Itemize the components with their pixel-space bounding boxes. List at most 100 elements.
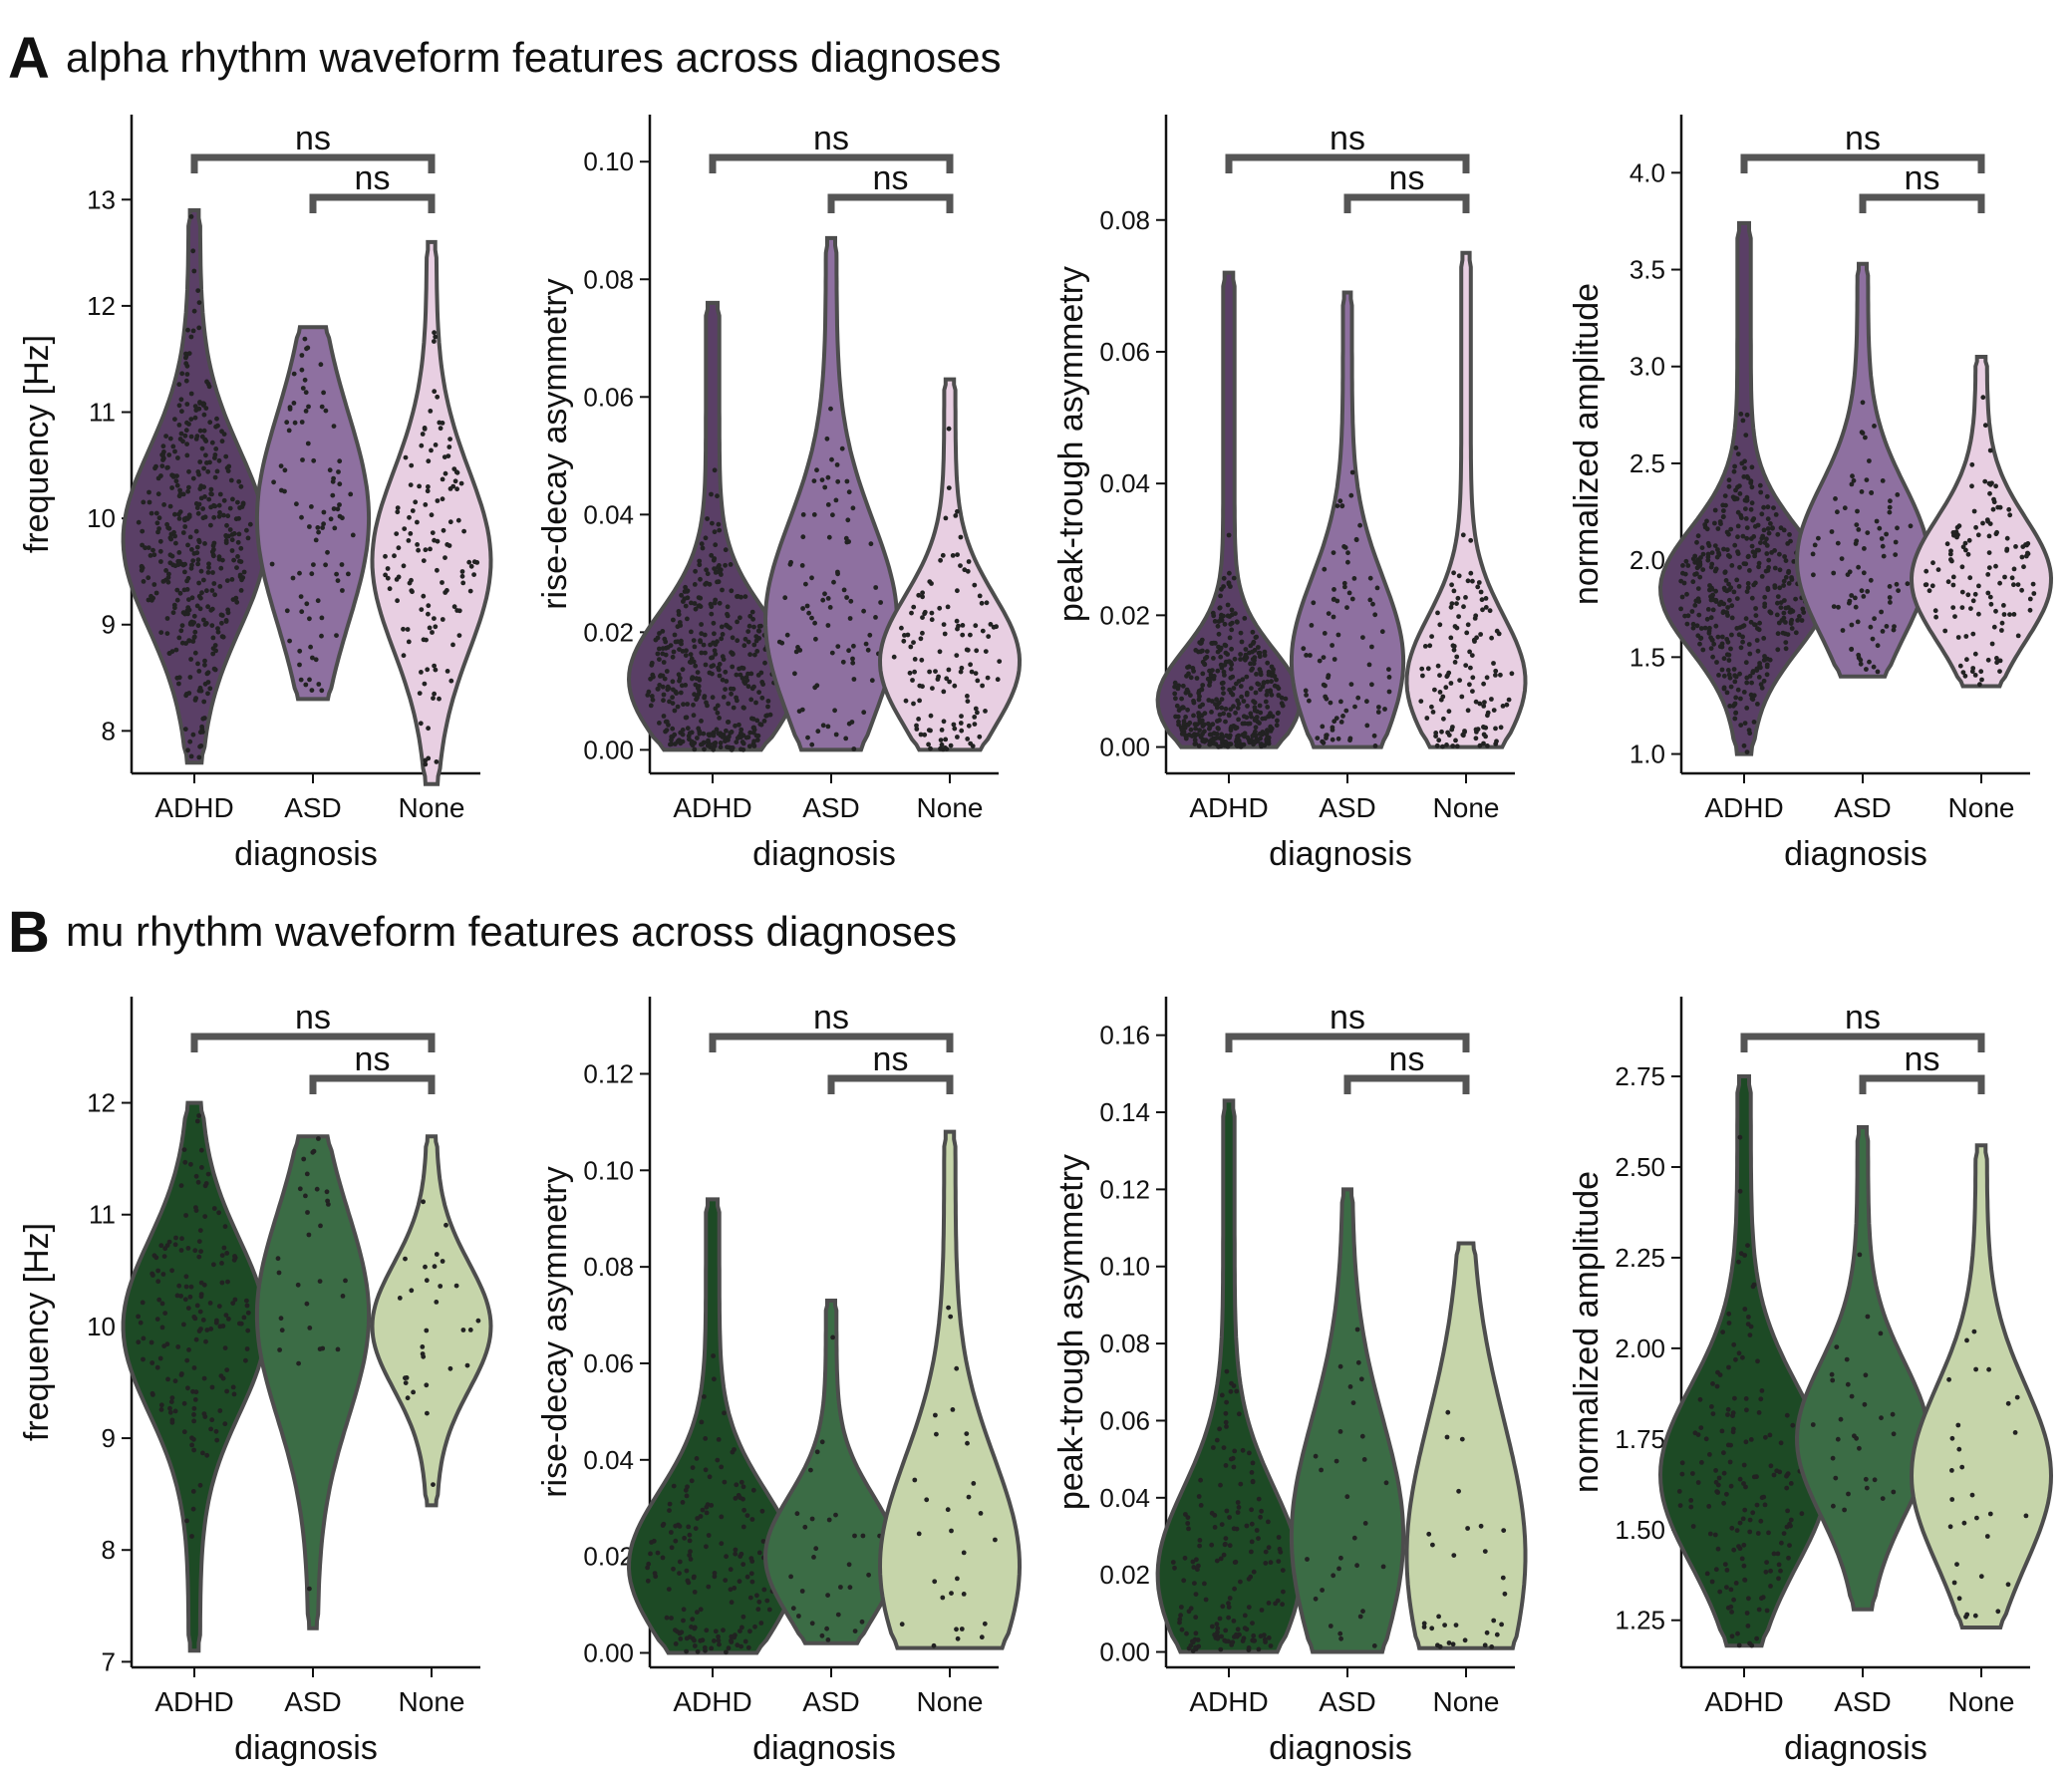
data-point (190, 558, 196, 563)
data-point (229, 548, 235, 553)
data-point (409, 462, 415, 468)
data-point (703, 1467, 709, 1473)
data-point (669, 1545, 675, 1551)
data-point (421, 593, 427, 599)
data-point (187, 675, 193, 680)
data-point (458, 480, 464, 486)
data-point (795, 645, 800, 650)
data-point (1386, 675, 1392, 680)
data-point (1244, 690, 1250, 696)
data-point (1860, 400, 1866, 406)
data-point (1221, 1552, 1227, 1558)
data-point (444, 669, 450, 674)
y-tick-label: 1.50 (1615, 1515, 1665, 1545)
data-point (444, 1222, 448, 1228)
data-point (1867, 458, 1872, 463)
data-point (977, 734, 983, 740)
data-point (950, 553, 956, 558)
data-point (959, 728, 965, 734)
data-point (209, 606, 215, 612)
data-point (1193, 1630, 1199, 1636)
data-point (214, 1318, 219, 1324)
data-point (1772, 548, 1777, 553)
data-point (193, 437, 199, 442)
data-point (1710, 592, 1715, 598)
data-point (1386, 689, 1392, 695)
data-point (1326, 675, 1331, 681)
data-point (178, 431, 184, 437)
data-point (1249, 1539, 1255, 1545)
data-point (747, 1628, 752, 1634)
data-point (1970, 598, 1976, 604)
data-point (699, 631, 705, 637)
data-point (196, 325, 202, 331)
data-point (1717, 644, 1723, 650)
y-tick-label: 0.02 (583, 617, 634, 647)
data-point (404, 1375, 410, 1380)
data-point (688, 652, 694, 657)
data-point (1955, 1422, 1961, 1428)
data-point (432, 389, 438, 395)
data-point (204, 379, 209, 385)
data-point (1700, 647, 1706, 653)
data-point (1201, 738, 1206, 742)
violin-adhd (121, 1100, 268, 1653)
data-point (673, 741, 678, 746)
data-point (201, 1411, 207, 1416)
data-point (1993, 563, 1998, 569)
data-point (1179, 1627, 1185, 1632)
data-point (1695, 561, 1701, 566)
data-point (193, 1208, 199, 1213)
data-point (1465, 708, 1471, 714)
data-point (703, 650, 708, 656)
swarm-points-none (383, 330, 480, 767)
data-point (425, 1410, 430, 1416)
data-point (172, 1378, 178, 1384)
data-point (170, 444, 176, 449)
data-point (826, 1517, 832, 1523)
data-point (1742, 1578, 1748, 1583)
data-point (1747, 674, 1753, 679)
data-point (1235, 698, 1241, 704)
significance-label: ns (813, 999, 849, 1036)
data-point (926, 741, 931, 747)
data-point (1460, 532, 1466, 538)
data-point (1200, 648, 1205, 654)
data-point (194, 1118, 200, 1124)
data-point (752, 1624, 757, 1629)
data-point (1678, 578, 1684, 584)
data-point (204, 588, 209, 594)
data-point (195, 288, 201, 293)
data-point (1500, 1575, 1506, 1581)
violin-asd (1289, 1187, 1406, 1654)
violin-adhd (121, 208, 268, 765)
data-point (185, 488, 191, 494)
data-point (200, 1450, 205, 1456)
data-point (729, 691, 734, 697)
data-point (677, 1559, 683, 1565)
data-point (1742, 1307, 1748, 1312)
data-point (1341, 580, 1347, 586)
data-point (718, 740, 724, 745)
x-tick-label: ASD (1834, 792, 1892, 823)
data-point (1421, 1625, 1427, 1629)
data-point (1729, 632, 1734, 638)
data-point (298, 594, 304, 599)
y-tick-label: 0.04 (583, 499, 634, 529)
data-point (703, 1647, 708, 1653)
data-point (1224, 733, 1229, 739)
data-point (1320, 1588, 1325, 1593)
data-point (707, 1474, 713, 1480)
data-point (2014, 1394, 2020, 1400)
data-point (1220, 686, 1226, 691)
data-point (646, 1561, 652, 1567)
data-point (1743, 516, 1749, 521)
data-point (157, 548, 163, 554)
data-point (756, 1550, 762, 1556)
data-point (140, 1300, 146, 1306)
data-point (689, 656, 695, 662)
data-point (1223, 643, 1229, 649)
data-point (653, 1574, 659, 1580)
data-point (703, 1436, 709, 1441)
data-point (1187, 720, 1193, 726)
